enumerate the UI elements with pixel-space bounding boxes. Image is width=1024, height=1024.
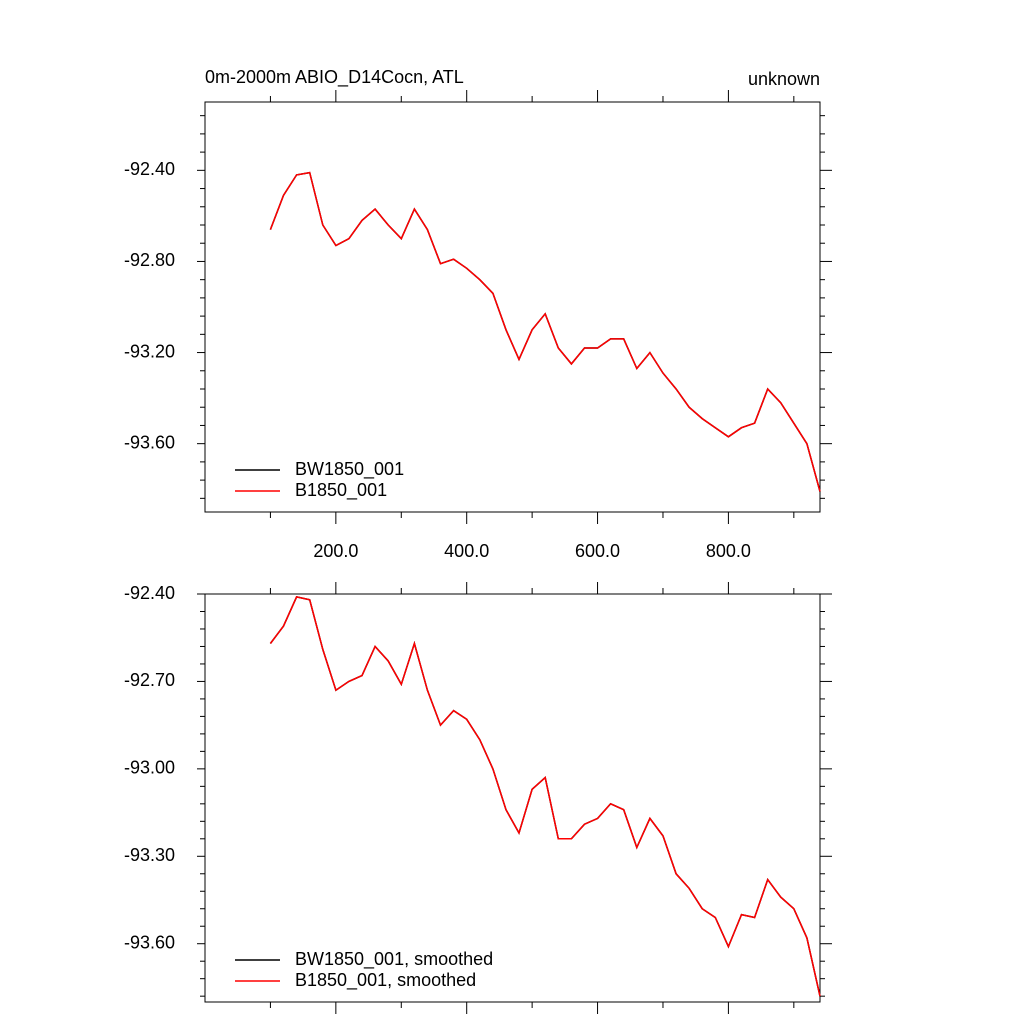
y-tick-label: -93.20 [124,341,175,361]
x-tick-label: 400.0 [444,541,489,561]
x-tick-label: 800.0 [706,541,751,561]
series-line [269,596,821,997]
legend-label: B1850_001 [295,480,387,501]
y-tick-label: -92.80 [124,250,175,270]
x-tick-label: 600.0 [575,541,620,561]
legend-label: BW1850_001, smoothed [295,949,493,970]
plot-frame [204,101,821,513]
y-tick-label: -92.40 [124,583,175,603]
chart-subtitle: unknown [748,69,820,89]
y-tick-label: -93.30 [124,845,175,865]
series-line [269,171,821,492]
plot-frame [204,593,821,1003]
chart-title: 0m-2000m ABIO_D14Cocn, ATL [205,67,464,88]
y-tick-label: -93.60 [124,932,175,952]
series-line [269,171,821,492]
y-tick-label: -93.60 [124,432,175,452]
legend-label: BW1850_001 [295,459,404,480]
y-tick-label: -93.00 [124,758,175,778]
y-tick-label: -92.70 [124,670,175,690]
x-tick-label: 200.0 [313,541,358,561]
legend-label: B1850_001, smoothed [295,970,476,991]
series-line [269,596,821,997]
y-tick-label: -92.40 [124,159,175,179]
